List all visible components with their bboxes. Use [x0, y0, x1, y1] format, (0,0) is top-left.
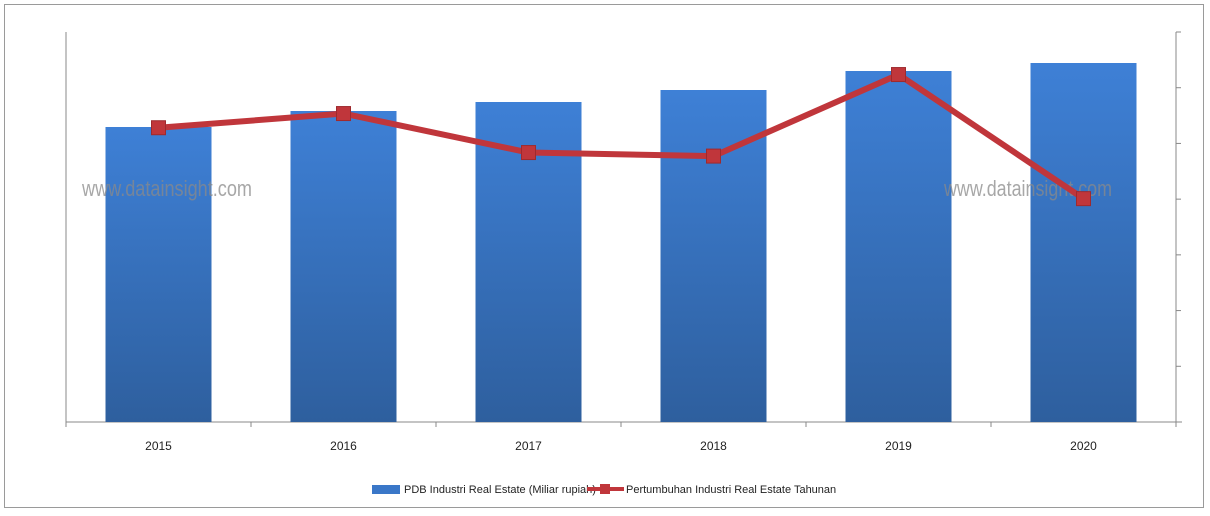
legend-label-bar: PDB Industri Real Estate (Miliar rupiah): [404, 484, 596, 496]
line-point-2017: [521, 145, 536, 161]
bar-2018: [660, 90, 767, 422]
line-path: [158, 71, 1086, 202]
line-point-2016: [336, 106, 351, 122]
legend-swatch-marker: [600, 484, 610, 494]
bar-2015: [105, 127, 212, 422]
bar-2016: [290, 111, 397, 422]
line-series: [151, 67, 1091, 207]
legend: PDB Industri Real Estate (Miliar rupiah)…: [372, 484, 836, 496]
x-tick-label-2015: 2015: [145, 439, 172, 453]
legend-swatch-bar: [372, 485, 400, 494]
x-tick-label-2018: 2018: [700, 439, 727, 453]
axes: [65, 31, 1182, 427]
line-point-2020: [1076, 191, 1091, 207]
line-point-2015: [151, 120, 166, 136]
x-tick-labels: 2015 2016 2017 2018 2019 2020: [145, 439, 1097, 453]
watermarks: www.datainsight.com www.datainsight.com: [81, 176, 1112, 201]
line-point-2018: [706, 148, 721, 164]
x-tick-label-2017: 2017: [515, 439, 542, 453]
bar-2020: [1030, 63, 1137, 422]
x-tick-label-2016: 2016: [330, 439, 357, 453]
watermark-left: www.datainsight.com: [81, 176, 252, 201]
x-tick-label-2020: 2020: [1070, 439, 1097, 453]
bar-series: [105, 63, 1137, 422]
legend-label-line: Pertumbuhan Industri Real Estate Tahunan: [626, 484, 836, 496]
bar-2019: [845, 71, 952, 422]
x-tick-label-2019: 2019: [885, 439, 912, 453]
line-point-2019: [891, 67, 906, 83]
